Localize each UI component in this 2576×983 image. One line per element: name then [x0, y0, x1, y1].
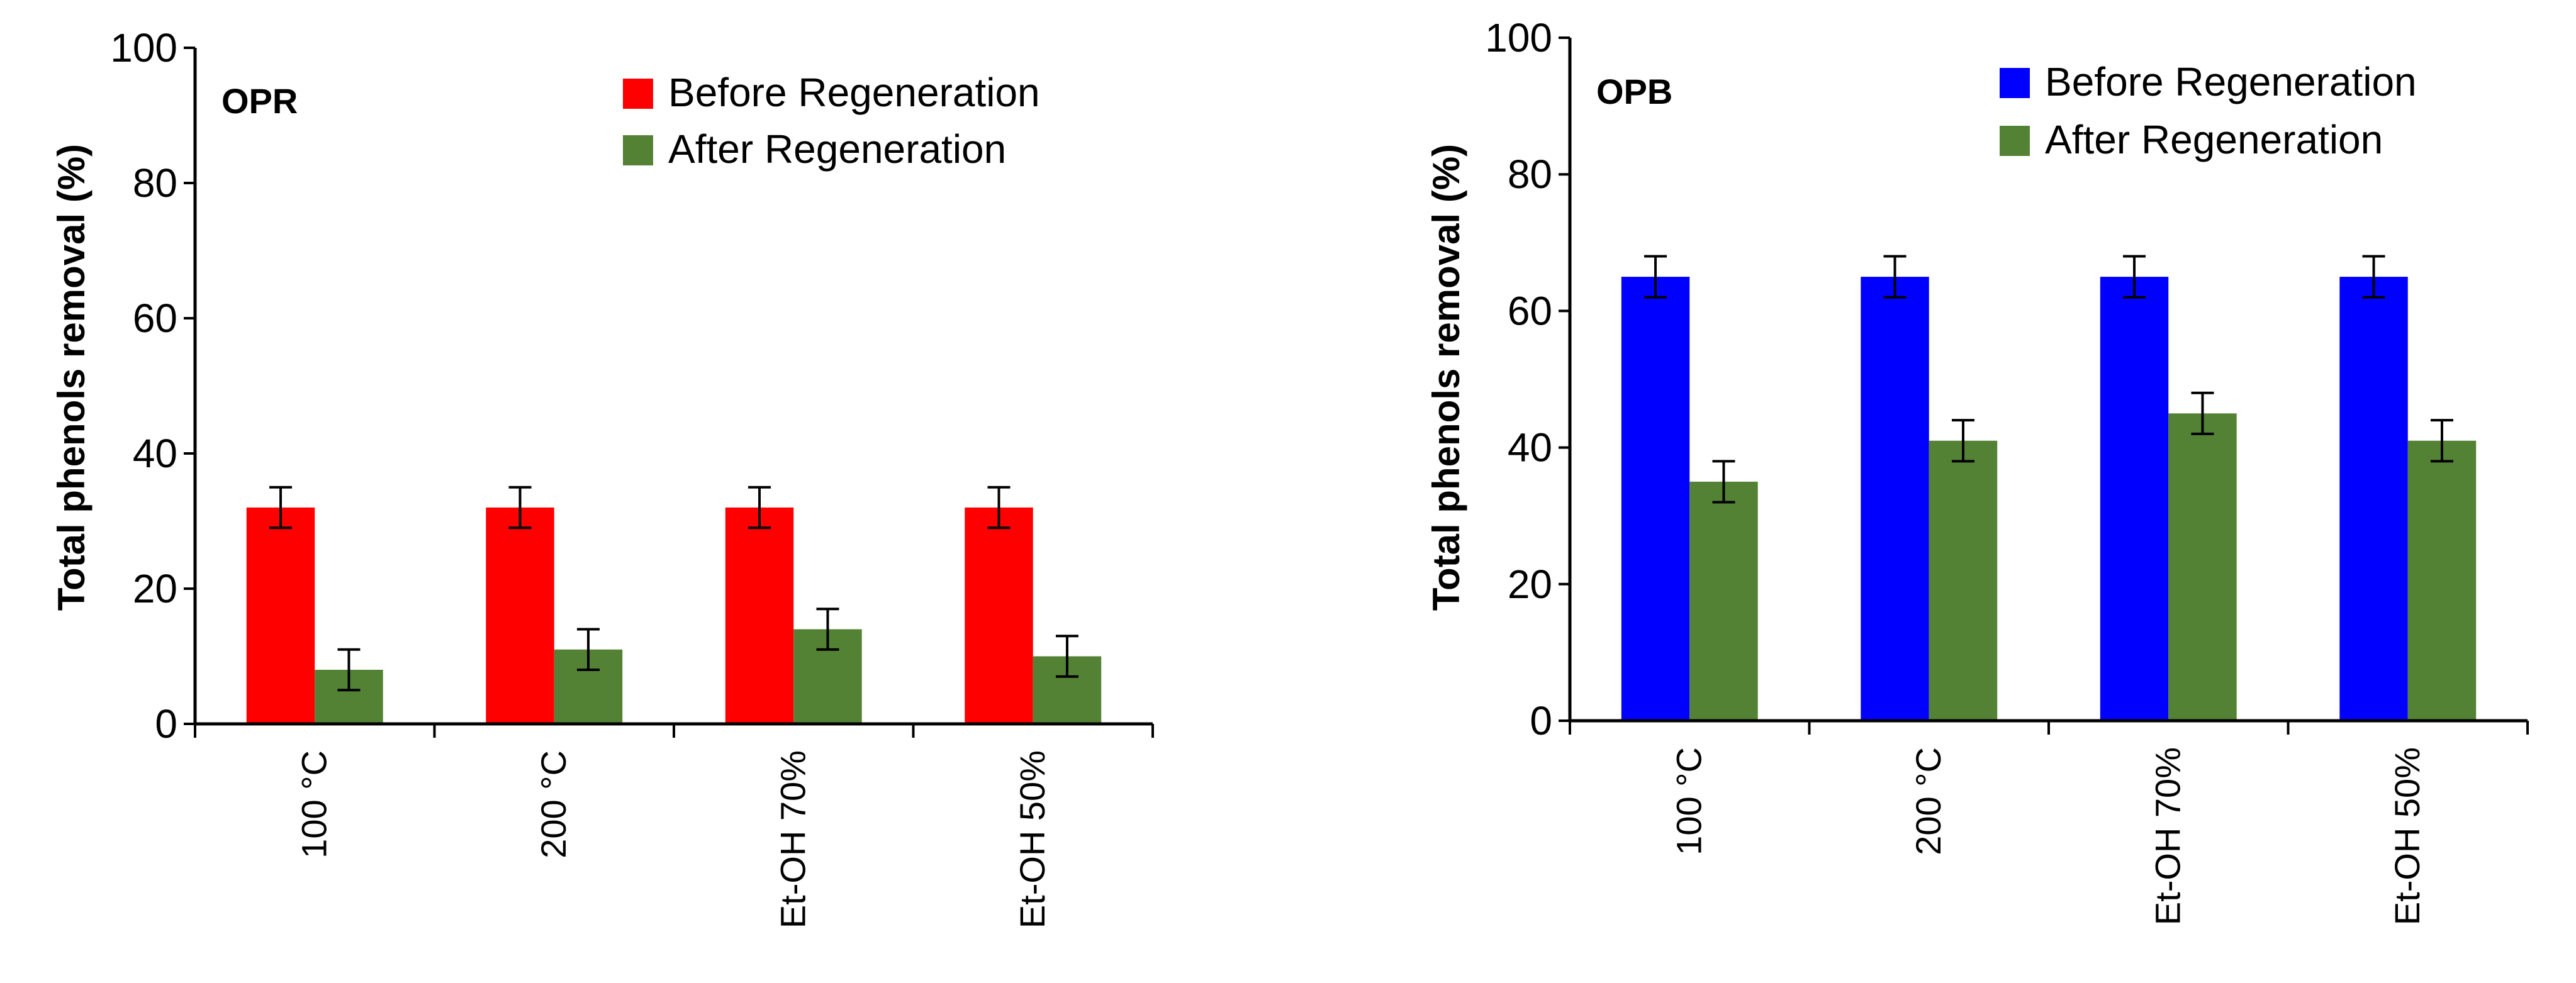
y-tick-label: 100	[1485, 15, 1552, 60]
y-tick-label: 0	[155, 701, 177, 747]
legend-swatch-after	[623, 135, 653, 165]
legend-label-after: After Regeneration	[2045, 117, 2383, 162]
bar-before-2	[725, 508, 794, 724]
error-bar-after-0	[1712, 460, 1735, 504]
bar-after-0	[1689, 481, 1758, 721]
x-category-label: Et-OH 70%	[2148, 747, 2187, 925]
bar-before-1	[486, 508, 554, 724]
y-tick-label: 0	[1530, 698, 1552, 743]
legend-label-before: Before Regeneration	[2045, 59, 2417, 104]
y-axis-title: Total phenols removal (%)	[50, 144, 92, 611]
y-axis-title: Total phenols removal (%)	[1425, 144, 1467, 611]
bar-after-1	[1929, 440, 1998, 721]
bar-before-3	[2339, 277, 2408, 721]
bar-before-3	[965, 508, 1033, 724]
error-bar-before-1	[508, 486, 532, 530]
error-bar-before-0	[269, 486, 293, 530]
y-tick-label: 20	[133, 566, 177, 611]
chart-panel-opb: 0 20 40 60 80 100 100 °C 200 °C Et-OH 70% Et-OH 5…	[1425, 15, 2529, 925]
y-tick-label: 20	[1508, 562, 1552, 607]
y-tick-label: 40	[133, 431, 177, 476]
error-bar-after-1	[1951, 419, 1974, 463]
error-bar-after-0	[337, 648, 361, 692]
y-tick-label: 80	[1508, 152, 1552, 197]
error-bar-after-2	[2191, 391, 2214, 435]
x-category-label: 200 °C	[534, 750, 573, 858]
error-bar-after-1	[576, 628, 600, 671]
x-category-label: Et-OH 70%	[773, 750, 812, 928]
bar-before-2	[2100, 277, 2169, 721]
y-tick-label: 60	[1508, 288, 1552, 333]
y-tick-label: 100	[110, 25, 177, 70]
bar-after-3	[2407, 440, 2477, 721]
error-bar-after-3	[1055, 635, 1078, 678]
panel-label: OPB	[1596, 72, 1672, 111]
legend-swatch-before	[623, 79, 653, 109]
legend: Before Regeneration After Regeneration	[2000, 59, 2417, 162]
bar-before-1	[1861, 277, 1929, 721]
panel-label: OPR	[221, 81, 298, 121]
bar-before-0	[1621, 277, 1690, 721]
error-bar-before-3	[2362, 255, 2385, 299]
chart-panel-opr: 0 20 40 60 80 100 100 °C 200 °C Et-OH 70% Et-OH 5…	[50, 25, 1154, 928]
x-category-label: Et-OH 50%	[2387, 747, 2427, 925]
legend-label-before: Before Regeneration	[668, 70, 1040, 115]
error-bar-before-1	[1883, 255, 1907, 299]
legend: Before Regeneration After Regeneration	[623, 70, 1040, 172]
bar-before-0	[246, 508, 315, 724]
bar-after-2	[2168, 413, 2237, 721]
legend-label-after: After Regeneration	[668, 126, 1006, 172]
x-category-label: 200 °C	[1908, 747, 1948, 855]
error-bar-before-3	[987, 486, 1011, 530]
error-bar-before-2	[2123, 255, 2146, 299]
y-tick-label: 80	[133, 160, 177, 206]
legend-swatch-after	[2000, 126, 2030, 156]
y-tick-label: 40	[1508, 425, 1552, 470]
y-tick-label: 60	[133, 296, 177, 341]
x-category-label: 100 °C	[1669, 747, 1708, 855]
x-category-label: 100 °C	[294, 750, 333, 858]
error-bar-before-2	[748, 486, 771, 530]
x-category-label: Et-OH 50%	[1012, 750, 1052, 928]
error-bar-before-0	[1644, 255, 1667, 299]
legend-swatch-before	[2000, 68, 2030, 98]
error-bar-after-3	[2430, 419, 2453, 463]
error-bar-after-2	[816, 608, 839, 651]
